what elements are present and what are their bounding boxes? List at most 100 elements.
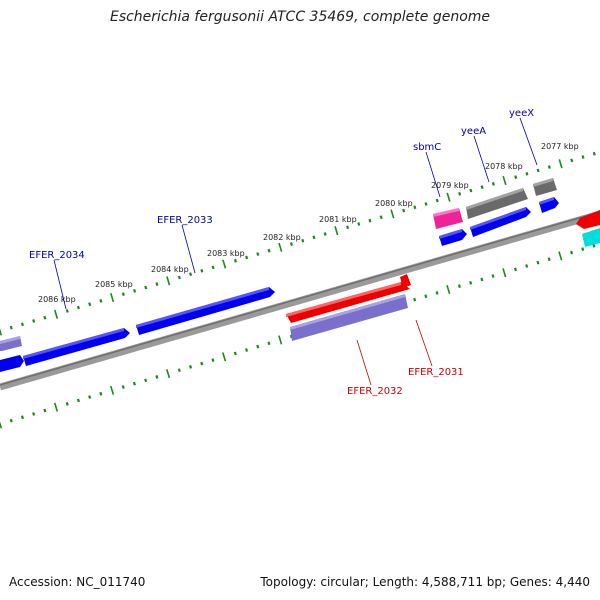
leader-sbmC — [425, 151, 441, 198]
upper-tick — [570, 158, 574, 163]
gene-yeeX-gray — [533, 178, 557, 196]
upper-tick — [469, 188, 473, 193]
upper-tick — [278, 242, 283, 252]
upper-tick — [189, 272, 193, 277]
kbp-label-2077: 2077 kbp — [541, 142, 579, 151]
upper-tick — [9, 325, 13, 330]
lower-tick — [413, 297, 417, 302]
leader-efer-2032 — [356, 339, 372, 386]
kbp-label-2082: 2082 kbp — [263, 233, 301, 242]
lower-tick — [581, 247, 585, 252]
leader-efer-2034 — [53, 259, 67, 310]
upper-tick — [323, 232, 327, 236]
lower-tick — [76, 398, 80, 403]
gene-label-yeeA: yeeA — [461, 126, 486, 137]
upper-tick — [413, 205, 417, 210]
lower-tick — [547, 257, 551, 262]
upper-tick — [301, 238, 305, 243]
gene-efer-2034 — [136, 287, 275, 335]
upper-tick — [334, 226, 339, 236]
lower-tick — [513, 267, 518, 272]
lower-tick — [480, 277, 484, 282]
upper-tick — [211, 265, 215, 270]
upper-tick — [32, 319, 36, 323]
kbp-label-2078: 2078 kbp — [485, 162, 523, 171]
upper-tick — [357, 222, 361, 226]
upper-tick — [547, 165, 551, 169]
gene-left-edge-blue — [0, 355, 24, 372]
lower-tick — [469, 280, 473, 285]
lower-tick — [9, 418, 13, 423]
upper-tick — [480, 185, 484, 190]
upper-tick — [402, 208, 406, 213]
upper-tick — [424, 202, 428, 206]
upper-tick — [110, 292, 115, 303]
upper-tick — [76, 305, 80, 310]
upper-tick — [20, 322, 24, 327]
gene-sbmC — [439, 229, 467, 246]
gene-upper-left-edge — [0, 336, 22, 351]
lower-tick — [446, 284, 451, 295]
upper-tick — [536, 168, 540, 173]
upper-tick — [446, 192, 451, 202]
lower-tick — [278, 335, 283, 345]
upper-tick — [491, 181, 495, 186]
leader-efer-2031 — [415, 319, 433, 367]
lower-tick — [65, 401, 69, 406]
gene-yeeA-gray — [466, 188, 528, 219]
upper-tick — [379, 215, 383, 220]
upper-tick — [177, 275, 181, 280]
upper-tick — [166, 276, 171, 286]
upper-tick — [368, 218, 372, 223]
lower-tick — [189, 364, 193, 369]
lower-tick — [99, 391, 103, 396]
lower-tick — [592, 243, 596, 248]
lower-tick — [0, 421, 3, 429]
lower-tick — [222, 352, 227, 362]
lower-tick — [491, 274, 495, 278]
upper-tick — [65, 309, 69, 313]
lower-tick — [457, 284, 461, 289]
upper-tick — [54, 309, 59, 319]
gene-label-efer-2033: EFER_2033 — [157, 215, 213, 226]
upper-tick — [43, 315, 47, 320]
upper-tick — [256, 252, 260, 256]
upper-tick — [458, 191, 462, 196]
lower-tick — [88, 395, 92, 399]
upper-tick-track — [0, 151, 596, 336]
upper-tick — [121, 292, 125, 297]
lower-tick — [177, 368, 181, 373]
lower-tick — [211, 358, 215, 363]
upper-tick — [525, 171, 529, 176]
gene-efer-2031 — [400, 274, 411, 288]
gene-right-edge-red — [576, 210, 600, 229]
lower-tick — [132, 381, 136, 386]
upper-tick — [592, 151, 596, 156]
upper-tick — [0, 328, 3, 336]
upper-tick — [267, 248, 271, 253]
upper-tick — [514, 175, 518, 180]
lower-tick — [570, 250, 574, 255]
upper-tick — [581, 155, 585, 159]
topology-text: Topology: circular; Length: 4,588,711 bp… — [260, 575, 590, 589]
gene-yeeX — [539, 197, 559, 213]
lower-tick — [166, 369, 171, 379]
upper-tick — [245, 255, 249, 260]
kbp-label-2084: 2084 kbp — [151, 265, 189, 274]
gene-label-efer-2031: EFER_2031 — [408, 367, 464, 378]
lower-tick — [121, 385, 125, 389]
gene-label-efer-2032: EFER_2032 — [347, 386, 403, 397]
kbp-label-2081: 2081 kbp — [319, 215, 357, 224]
leader-yeeX — [519, 117, 538, 166]
upper-tick — [346, 225, 350, 230]
leader-efer-2033 — [181, 224, 196, 274]
upper-tick — [99, 299, 103, 303]
upper-tick — [222, 259, 227, 269]
upper-tick — [155, 282, 159, 287]
upper-tick — [133, 288, 137, 293]
genome-title: Escherichia fergusonii ATCC 35469, compl… — [109, 9, 491, 25]
lower-tick — [20, 415, 24, 420]
upper-tick — [390, 209, 395, 219]
gene-label-yeeX: yeeX — [509, 108, 534, 119]
